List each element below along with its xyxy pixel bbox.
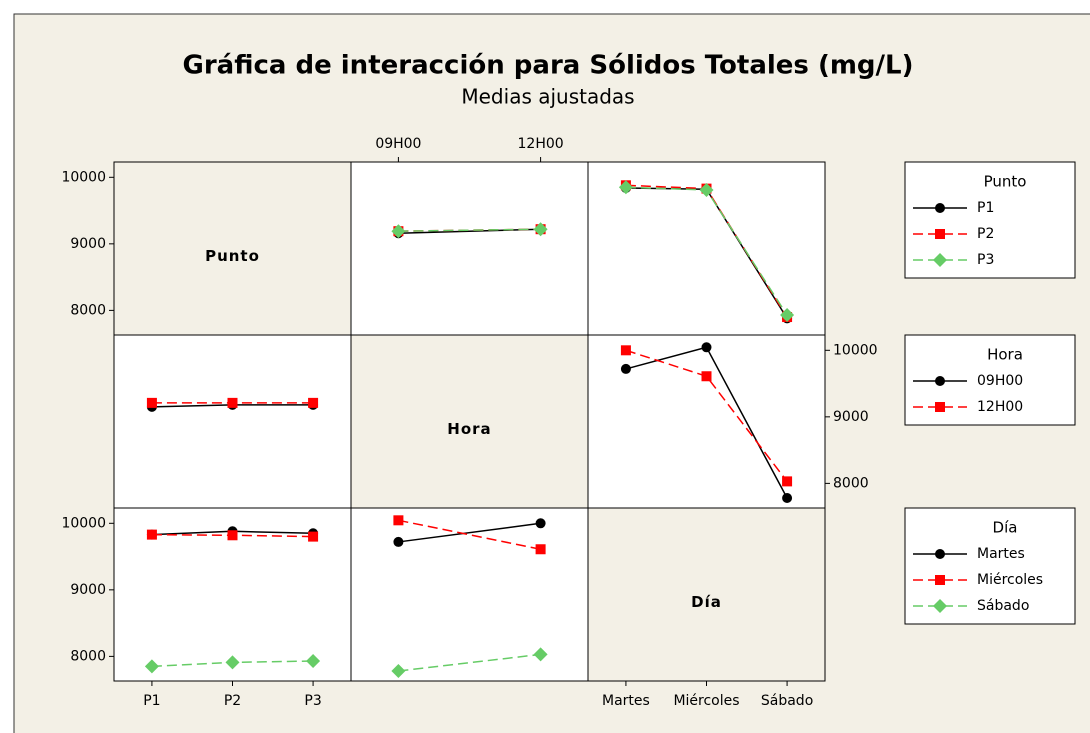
y-tick-label: 10000 xyxy=(833,342,878,358)
marker xyxy=(535,518,546,529)
x-tick-label: Martes xyxy=(602,693,650,709)
diagonal-cell xyxy=(587,507,826,682)
marker xyxy=(935,402,945,412)
marker xyxy=(533,647,548,662)
x-tick-label: Sábado xyxy=(761,693,813,709)
legend-label: Martes xyxy=(977,546,1025,562)
marker xyxy=(227,530,238,541)
series-line xyxy=(398,519,541,550)
marker xyxy=(935,376,945,386)
marker xyxy=(782,476,793,487)
marker xyxy=(533,222,548,237)
legend-title: Hora xyxy=(987,346,1023,364)
panel xyxy=(350,161,589,336)
y-tick-label: 9000 xyxy=(833,409,869,425)
marker xyxy=(535,544,546,555)
legend-label: P2 xyxy=(977,226,994,242)
legend-label: Miércoles xyxy=(977,572,1043,588)
marker xyxy=(620,345,631,356)
marker xyxy=(933,599,947,613)
legend-label: P3 xyxy=(977,252,994,268)
marker xyxy=(782,493,793,504)
chart-title: Gráfica de interacción para Sólidos Tota… xyxy=(182,51,913,81)
panel xyxy=(350,507,589,682)
marker xyxy=(227,397,238,408)
diagonal-label: Punto xyxy=(205,247,260,265)
marker xyxy=(393,515,404,526)
marker xyxy=(701,342,712,353)
y-tick-label: 8000 xyxy=(833,475,869,491)
marker xyxy=(618,180,633,195)
legend-box xyxy=(904,334,1076,426)
marker xyxy=(144,659,159,674)
marker xyxy=(935,575,945,585)
marker xyxy=(701,371,712,382)
x-tick-label: P3 xyxy=(304,693,321,709)
legend-label: 09H00 xyxy=(977,373,1023,389)
legend-title: Punto xyxy=(984,173,1027,191)
marker xyxy=(935,549,945,559)
series-line xyxy=(398,228,541,234)
y-tick-label: 8000 xyxy=(70,302,106,318)
diagonal-cell xyxy=(113,161,352,336)
marker xyxy=(146,397,157,408)
marker xyxy=(780,308,795,323)
legend-label: 12H00 xyxy=(977,399,1023,415)
y-tick-label: 10000 xyxy=(61,515,106,531)
x-tick-label: P1 xyxy=(143,693,160,709)
legend-label: Sábado xyxy=(977,598,1029,614)
legend-box xyxy=(904,507,1076,625)
series-line xyxy=(398,522,541,543)
marker xyxy=(393,536,404,547)
marker xyxy=(391,664,406,679)
marker xyxy=(308,531,319,542)
marker xyxy=(935,203,945,213)
marker xyxy=(699,182,714,197)
legend-box xyxy=(904,161,1076,279)
y-tick-label: 9000 xyxy=(70,582,106,598)
x-tick-label: P2 xyxy=(224,693,241,709)
diagonal-cell xyxy=(350,334,589,509)
marker xyxy=(225,655,240,670)
chart-subtitle: Medias ajustadas xyxy=(461,85,634,109)
x-tick-label: 12H00 xyxy=(518,136,564,152)
marker xyxy=(935,229,945,239)
y-tick-label: 9000 xyxy=(70,236,106,252)
x-tick-label: Miércoles xyxy=(673,693,739,709)
marker xyxy=(620,363,631,374)
marker xyxy=(308,397,319,408)
diagonal-label: Hora xyxy=(447,420,491,438)
panel xyxy=(113,334,352,509)
y-tick-label: 8000 xyxy=(70,648,106,664)
series-line xyxy=(398,653,541,672)
series-line xyxy=(398,228,541,232)
legend-title: Día xyxy=(993,519,1018,537)
diagonal-label: Día xyxy=(691,593,722,611)
legend-label: P1 xyxy=(977,200,994,216)
y-tick-label: 10000 xyxy=(61,169,106,185)
marker xyxy=(146,529,157,540)
marker xyxy=(306,654,321,669)
x-tick-label: 09H00 xyxy=(375,136,421,152)
marker xyxy=(933,253,947,267)
marker xyxy=(391,224,406,239)
